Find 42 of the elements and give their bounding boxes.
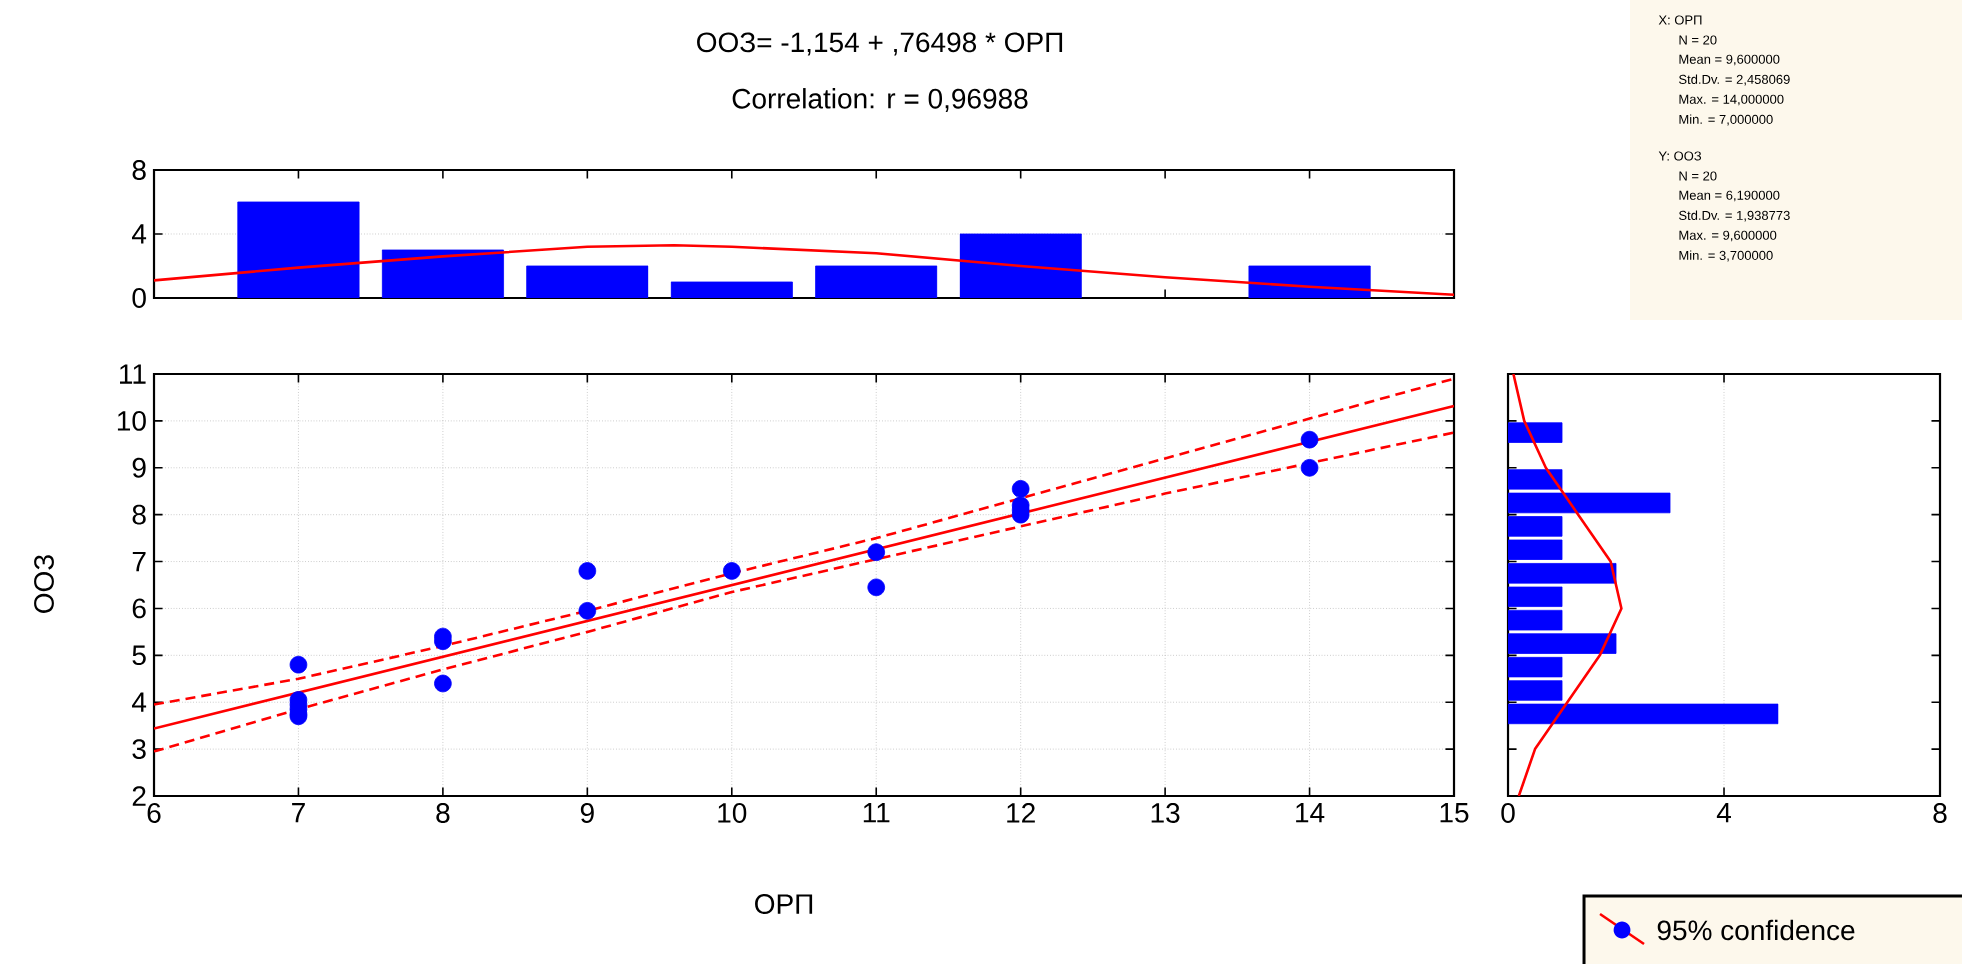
y-tick-label: 8 — [132, 160, 146, 180]
point — [867, 578, 886, 597]
x-axis-title: ОРП — [755, 894, 813, 914]
y-tick-label: 10 — [117, 410, 146, 431]
y-tick-label: 8 — [132, 504, 146, 525]
x-tick-label: 7 — [292, 803, 305, 823]
point — [1300, 458, 1319, 477]
point — [722, 562, 741, 580]
x-tick-label: 14 — [1296, 803, 1325, 823]
x-tick-label: 10 — [718, 803, 747, 823]
x-tick-label: 11 — [863, 803, 890, 823]
chart-subtitle: Correlation: r = 0,96988 — [732, 88, 1028, 112]
point — [1011, 480, 1030, 498]
x-tick-label: 6 — [147, 803, 161, 823]
y-tick-label: 9 — [132, 457, 146, 478]
y-tick-label: 4 — [132, 224, 147, 244]
y-tick-label: 3 — [132, 739, 146, 760]
point — [434, 674, 452, 693]
y-axis-title: ООЗ — [34, 555, 54, 613]
y-tick-label: 6 — [132, 598, 146, 619]
x-tick-label: 8 — [1933, 803, 1947, 823]
x-tick-label: 4 — [1716, 803, 1731, 823]
x-tick-label: 0 — [1501, 803, 1515, 823]
x-tick-label: 9 — [580, 803, 594, 823]
point — [578, 562, 597, 580]
point — [289, 655, 308, 674]
legend-label: 95% confidence — [1657, 919, 1855, 941]
point — [867, 543, 886, 561]
y-tick-label: 7 — [132, 551, 146, 572]
y-tick-label: 2 — [132, 786, 146, 806]
line-series — [154, 243, 1455, 297]
y-tick-label: 11 — [120, 364, 146, 384]
chart-title: ООЗ= -1,154 + ,76498 * ОРП — [697, 32, 1063, 56]
x-tick-label: 8 — [436, 803, 450, 823]
x-tick-label: 15 — [1440, 803, 1469, 823]
x-tick-label: 13 — [1151, 803, 1180, 823]
y-tick-label: 4 — [132, 692, 147, 712]
y-tick-label: 5 — [132, 645, 146, 666]
y-tick-label: 0 — [132, 288, 146, 308]
point — [578, 601, 597, 620]
x-tick-label: 12 — [1007, 803, 1035, 823]
point — [1300, 430, 1319, 449]
